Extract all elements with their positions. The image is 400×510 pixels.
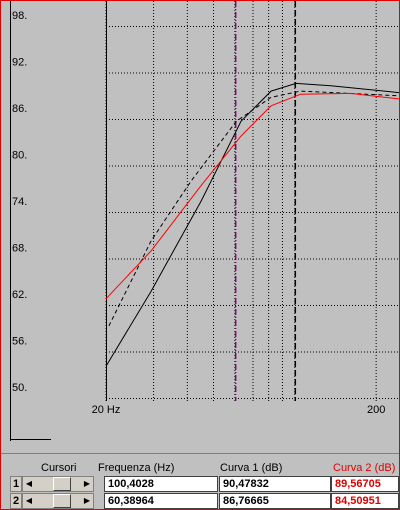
curve [105, 82, 399, 367]
curve2-field[interactable]: 84,50951 [331, 493, 399, 509]
header-frequency: Frequenza (Hz) [98, 462, 175, 474]
curve [108, 90, 399, 327]
y-tick-label: 62. [12, 289, 27, 301]
y-tick-label: 74. [12, 196, 27, 208]
y-tick-label: 92. [12, 57, 27, 69]
y-tick-label: 86. [12, 103, 27, 115]
x-tick-label: 20 Hz [92, 404, 121, 416]
row-label: 2 [10, 493, 22, 509]
header-curve1: Curva 1 (dB) [220, 462, 283, 474]
y-tick-label: 56. [12, 336, 27, 348]
curve1-field[interactable]: 90,47832 [219, 476, 331, 492]
separator [1, 453, 399, 454]
header-curve2: Curva 2 (dB) [333, 462, 396, 474]
y-tick-label: 50. [12, 382, 27, 394]
chart: 98. 92. 86. 80. 74. 68. 62. 56. 50. 20 Hz 200 [10, 1, 399, 441]
frequency-field[interactable]: 60,38964 [104, 493, 218, 509]
y-tick-label: 98. [12, 10, 27, 22]
header-cursors: Cursori [41, 462, 77, 474]
cursor-scroll[interactable]: ◀ ▶ [22, 493, 94, 509]
curve1-field[interactable]: 86,76665 [219, 493, 331, 509]
y-tick-label: 68. [12, 243, 27, 255]
curve2-field[interactable]: 89,56705 [331, 476, 399, 492]
curve [105, 92, 399, 300]
cursor-scroll[interactable]: ◀ ▶ [22, 476, 94, 492]
frequency-field[interactable]: 100,4028 [104, 476, 218, 492]
x-tick-label: 200 [367, 404, 385, 416]
row-label: 1 [10, 476, 22, 492]
y-tick-label: 80. [12, 150, 27, 162]
